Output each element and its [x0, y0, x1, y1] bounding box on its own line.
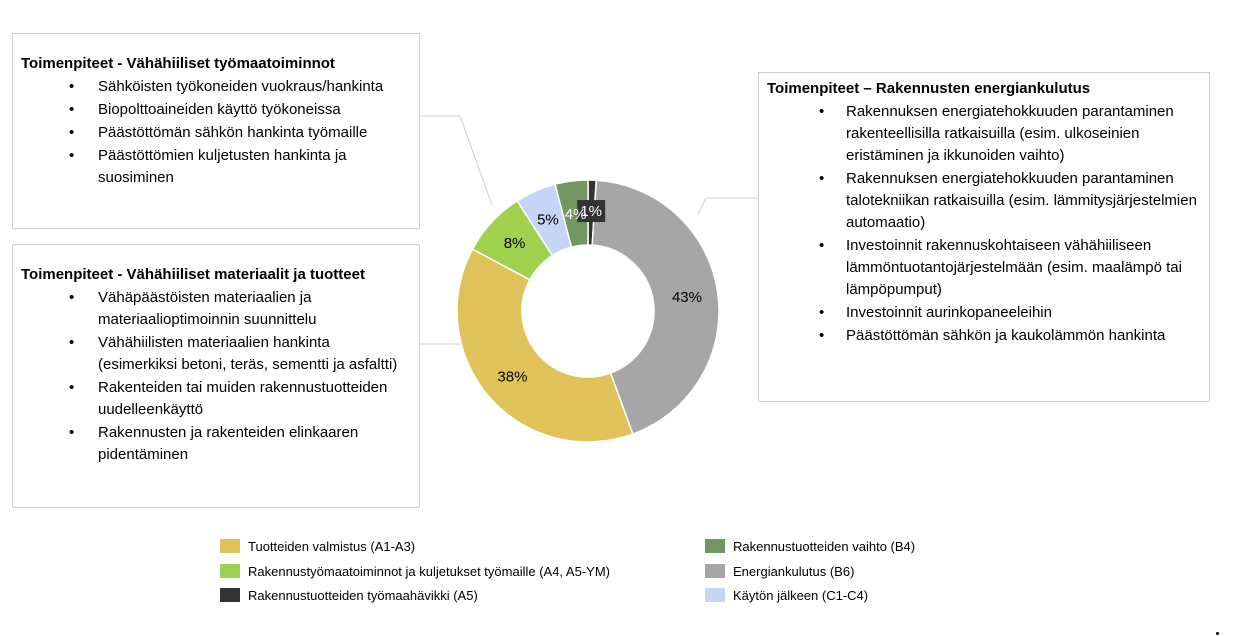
- measure-list: Vähäpäästöisten materiaalien ja materiaa…: [21, 287, 411, 466]
- slice-label-4: 5%: [537, 211, 559, 228]
- donut-slices: [456, 179, 720, 443]
- legend-label: Tuotteiden valmistus (A1-A3): [248, 538, 416, 554]
- legend-label: Käytön jälkeen (C1-C4): [733, 587, 869, 603]
- list-item: Päästöttömän sähkön hankinta työmaille: [21, 122, 411, 144]
- list-item: Rakenteiden tai muiden rakennustuotteide…: [21, 377, 411, 421]
- slice-1: [591, 179, 720, 436]
- slice-2: [456, 248, 634, 443]
- legend-swatch: [220, 539, 240, 553]
- leader-line-2: [697, 197, 758, 215]
- box-title: Toimenpiteet – Rakennusten energiankulut…: [767, 80, 1091, 97]
- legend-label: Rakennustuotteiden vaihto (B4): [733, 538, 916, 554]
- list-item: Biopolttoaineiden käyttö työkoneissa: [21, 99, 411, 121]
- list-item: Päästöttömien kuljetusten hankinta ja su…: [21, 145, 411, 189]
- list-item: Vähähiilisten materiaalien hankinta (esi…: [21, 332, 411, 376]
- measure-list: Rakennuksen energiatehokkuuden parantami…: [767, 101, 1201, 347]
- box-title: Toimenpiteet - Vähähiiliset materiaalit …: [21, 266, 365, 283]
- list-item: Investoinnit rakennuskohtaiseen vähähiil…: [767, 235, 1201, 301]
- measure-list: Sähköisten työkoneiden vuokraus/hankinta…: [21, 76, 411, 189]
- legend-item: Rakennustyömaatoiminnot ja kuljetukset t…: [220, 562, 610, 580]
- legend-item: Rakennustuotteiden vaihto (B4): [705, 537, 915, 555]
- list-item: Rakennusten ja rakenteiden elinkaaren pi…: [21, 422, 411, 466]
- legend-label: Rakennustyömaatoiminnot ja kuljetukset t…: [248, 563, 610, 579]
- measures-materials-box: Toimenpiteet - Vähähiiliset materiaalit …: [12, 244, 420, 508]
- legend-item: Rakennustuotteiden työmaahävikki (A5): [220, 586, 478, 604]
- legend-swatch: [705, 588, 725, 602]
- leader-line-0: [420, 115, 493, 206]
- slice-labels: 1% 43% 38% 8% 5% 4%: [497, 200, 702, 385]
- slice-label-2: 38%: [497, 368, 527, 385]
- slice-label-5: 4%: [565, 206, 587, 223]
- legend-label: Energiankulutus (B6): [733, 563, 855, 579]
- list-item: Päästöttömän sähkön ja kaukolämmön hanki…: [767, 325, 1201, 347]
- legend-swatch: [220, 564, 240, 578]
- list-item: Rakennuksen energiatehokkuuden parantami…: [767, 101, 1201, 167]
- legend-swatch: [220, 588, 240, 602]
- list-item: Vähäpäästöisten materiaalien ja materiaa…: [21, 287, 411, 331]
- legend-label: Rakennustuotteiden työmaahävikki (A5): [248, 587, 478, 603]
- measures-energy-box: Toimenpiteet – Rakennusten energiankulut…: [758, 72, 1210, 402]
- slice-label-1: 43%: [672, 289, 702, 306]
- box-title: Toimenpiteet - Vähähiiliset työmaatoimin…: [21, 55, 335, 72]
- legend-item: Tuotteiden valmistus (A1-A3): [220, 537, 415, 555]
- slice-label-3: 8%: [504, 235, 526, 252]
- list-item: Investoinnit aurinkopaneeleihin: [767, 302, 1201, 324]
- slice-5: [554, 179, 589, 249]
- list-item: Sähköisten työkoneiden vuokraus/hankinta: [21, 76, 411, 98]
- legend-swatch: [705, 539, 725, 553]
- measures-site-operations-box: Toimenpiteet - Vähähiiliset työmaatoimin…: [12, 33, 420, 229]
- stray-dot: [1216, 632, 1219, 635]
- leader-lines: [420, 115, 758, 345]
- slice-label-bg: [577, 200, 606, 223]
- legend-item: Energiankulutus (B6): [705, 562, 854, 580]
- legend-item: Käytön jälkeen (C1-C4): [705, 586, 868, 604]
- list-item: Rakennuksen energiatehokkuuden parantami…: [767, 168, 1201, 234]
- legend-swatch: [705, 564, 725, 578]
- slice-label-0: 1%: [580, 203, 602, 220]
